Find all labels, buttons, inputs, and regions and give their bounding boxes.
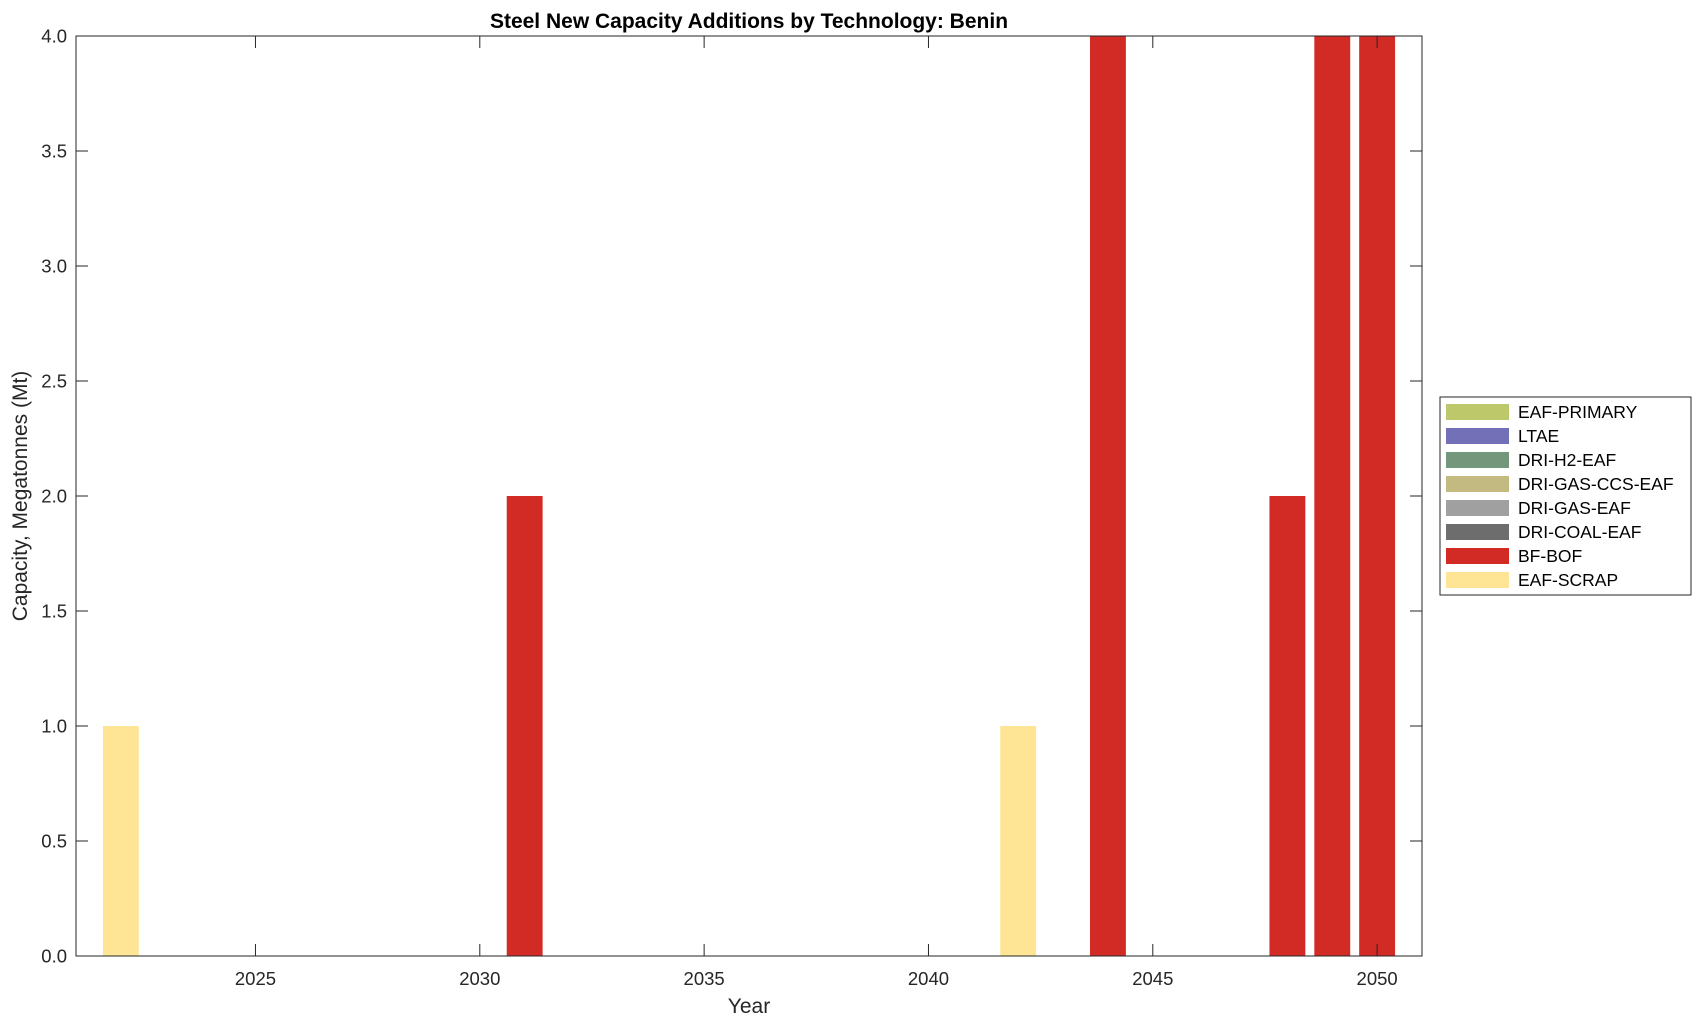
legend: EAF-PRIMARY LTAE DRI-H2-EAF DRI-GAS-CCS-EAF… xyxy=(1439,396,1692,596)
y-tick-label: 2.0 xyxy=(41,486,67,507)
x-tick-label: 2050 xyxy=(1357,968,1398,989)
bars-layer xyxy=(102,36,1396,956)
y-tick-label: 3.0 xyxy=(41,256,67,277)
y-tick-label: 0.5 xyxy=(41,831,67,852)
y-axis-label: Capacity, Megatonnes (Mt) xyxy=(9,371,32,622)
legend-swatch-dri-h2-eaf xyxy=(1446,452,1509,468)
legend-swatch-ltae xyxy=(1446,428,1509,444)
y-tick-label: 1.0 xyxy=(41,716,67,737)
bar-bf-bof-2031 xyxy=(506,496,543,956)
bar-bf-bof-2050 xyxy=(1359,36,1396,956)
y-tick-label: 3.5 xyxy=(41,141,67,162)
x-tick-label: 2025 xyxy=(235,968,276,989)
legend-swatch-dri-gas-eaf xyxy=(1446,500,1509,516)
y-tick-label: 0.0 xyxy=(41,946,67,967)
legend-swatch-dri-coal-eaf xyxy=(1446,524,1509,540)
y-tick-label: 2.5 xyxy=(41,371,67,392)
bar-bf-bof-2049 xyxy=(1314,36,1351,956)
legend-label-dri-gas-ccs-eaf: DRI-GAS-CCS-EAF xyxy=(1518,474,1674,494)
legend-swatch-bf-bof xyxy=(1446,548,1509,564)
legend-swatch-eaf-scrap xyxy=(1446,572,1509,588)
x-tick-label: 2040 xyxy=(908,968,949,989)
x-tick-label: 2035 xyxy=(684,968,725,989)
x-tick-label: 2045 xyxy=(1132,968,1173,989)
bar-eaf-scrap-2022 xyxy=(102,726,139,956)
legend-label-dri-gas-eaf: DRI-GAS-EAF xyxy=(1518,498,1631,518)
x-axis-label: Year xyxy=(728,995,770,1018)
legend-label-eaf-scrap: EAF-SCRAP xyxy=(1518,570,1618,590)
y-tick-label: 1.5 xyxy=(41,601,67,622)
x-tick-label: 2030 xyxy=(459,968,500,989)
legend-label-dri-h2-eaf: DRI-H2-EAF xyxy=(1518,450,1616,470)
legend-swatch-dri-gas-ccs-eaf xyxy=(1446,476,1509,492)
chart-title: Steel New Capacity Additions by Technolo… xyxy=(490,10,1008,33)
legend-label-ltae: LTAE xyxy=(1518,426,1559,446)
legend-label-dri-coal-eaf: DRI-COAL-EAF xyxy=(1518,522,1641,542)
bar-bf-bof-2044 xyxy=(1089,36,1126,956)
y-tick-label: 4.0 xyxy=(41,26,67,47)
legend-swatch-eaf-primary xyxy=(1446,404,1509,420)
bar-bf-bof-2048 xyxy=(1269,496,1306,956)
bar-eaf-scrap-2042 xyxy=(1000,726,1037,956)
legend-label-bf-bof: BF-BOF xyxy=(1518,546,1582,566)
legend-label-eaf-primary: EAF-PRIMARY xyxy=(1518,402,1638,422)
axis-ticks: 2025 2030 2035 2040 2045 2050 0.0 0.5 1.0 1.5 2.0 2… xyxy=(41,26,1422,989)
